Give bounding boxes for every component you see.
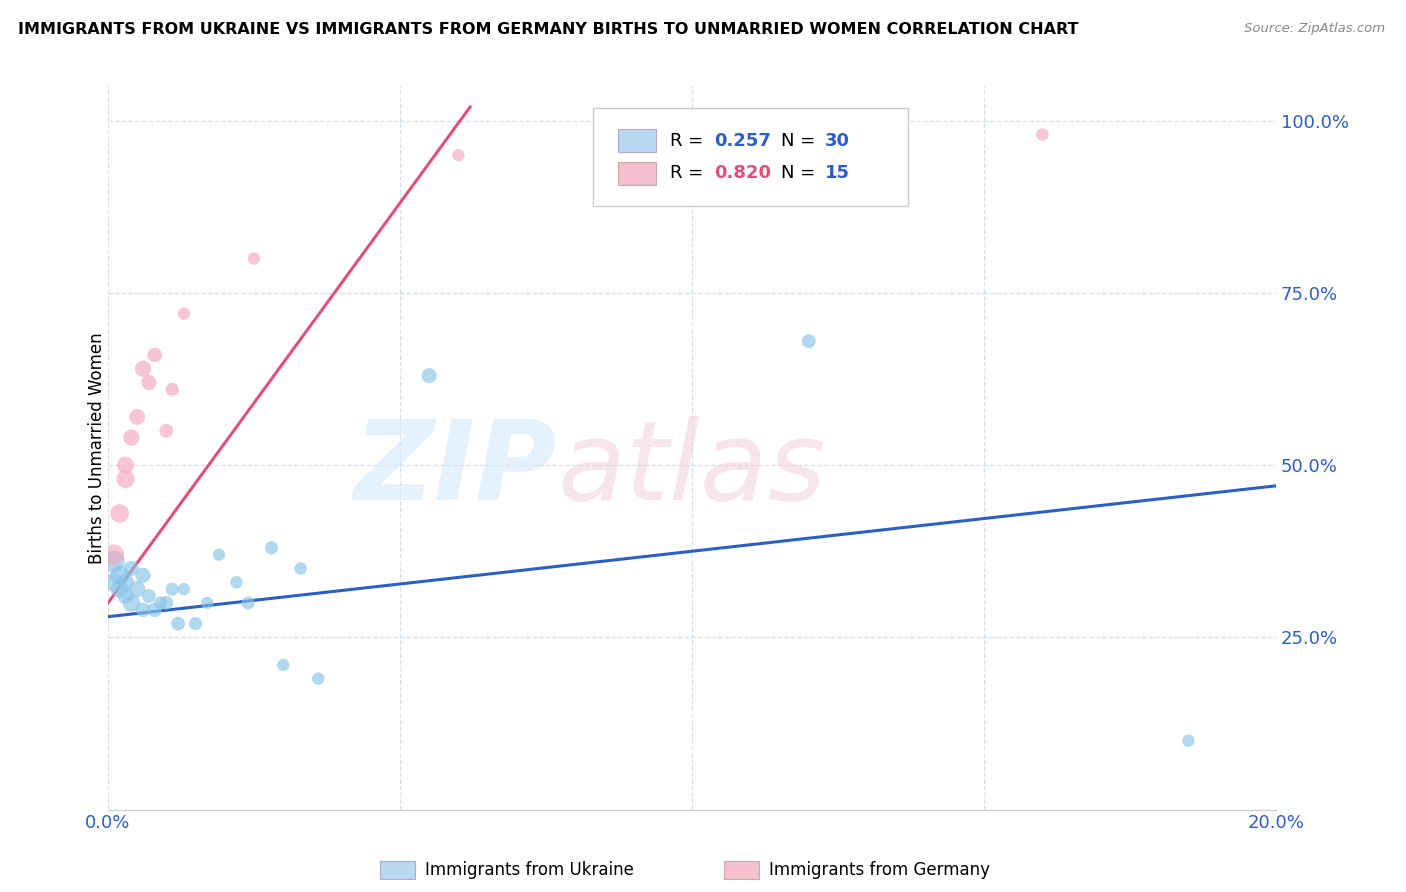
Point xyxy=(114,589,136,603)
Point xyxy=(120,431,142,445)
Point xyxy=(225,575,247,590)
Point xyxy=(173,307,195,321)
Point xyxy=(132,568,155,582)
FancyBboxPatch shape xyxy=(593,108,908,206)
Point xyxy=(155,424,177,438)
Point xyxy=(138,376,160,390)
Point xyxy=(797,334,820,349)
Y-axis label: Births to Unmarried Women: Births to Unmarried Women xyxy=(89,332,105,564)
Point xyxy=(243,252,266,266)
Point xyxy=(114,472,136,486)
Point xyxy=(1031,128,1053,142)
Text: R =: R = xyxy=(669,132,709,150)
Point xyxy=(127,582,149,596)
Point xyxy=(260,541,283,555)
FancyBboxPatch shape xyxy=(619,161,655,185)
Text: 0.820: 0.820 xyxy=(714,164,770,182)
Point xyxy=(167,616,190,631)
Point xyxy=(143,603,166,617)
Text: atlas: atlas xyxy=(558,417,827,523)
Text: Source: ZipAtlas.com: Source: ZipAtlas.com xyxy=(1244,22,1385,36)
Point xyxy=(149,596,172,610)
Point xyxy=(236,596,259,610)
Text: N =: N = xyxy=(780,164,821,182)
Point xyxy=(120,596,142,610)
Point xyxy=(143,348,166,362)
Point xyxy=(108,582,131,596)
Point xyxy=(271,657,294,672)
Text: R =: R = xyxy=(669,164,709,182)
Point xyxy=(184,616,207,631)
Point xyxy=(160,582,183,596)
FancyBboxPatch shape xyxy=(619,129,655,153)
Text: Immigrants from Germany: Immigrants from Germany xyxy=(769,861,990,879)
Point xyxy=(155,596,177,610)
Text: IMMIGRANTS FROM UKRAINE VS IMMIGRANTS FROM GERMANY BIRTHS TO UNMARRIED WOMEN COR: IMMIGRANTS FROM UKRAINE VS IMMIGRANTS FR… xyxy=(18,22,1078,37)
Text: 0.257: 0.257 xyxy=(714,132,770,150)
Point xyxy=(114,458,136,472)
Point xyxy=(108,507,131,521)
Point xyxy=(114,575,136,590)
Point xyxy=(307,672,329,686)
Point xyxy=(290,561,312,575)
Text: Immigrants from Ukraine: Immigrants from Ukraine xyxy=(425,861,634,879)
Point xyxy=(418,368,440,383)
Point xyxy=(108,568,131,582)
Point xyxy=(138,589,160,603)
Point xyxy=(103,575,125,590)
Point xyxy=(160,383,183,397)
Point xyxy=(103,555,125,569)
Point xyxy=(103,548,125,562)
Point xyxy=(120,561,142,575)
Point xyxy=(208,548,231,562)
Text: 30: 30 xyxy=(825,132,851,150)
Point xyxy=(447,148,470,162)
Point xyxy=(173,582,195,596)
Point xyxy=(132,603,155,617)
Text: N =: N = xyxy=(780,132,821,150)
Text: 15: 15 xyxy=(825,164,851,182)
Point xyxy=(127,409,149,424)
Point xyxy=(132,361,155,376)
Text: ZIP: ZIP xyxy=(354,417,558,523)
Point xyxy=(195,596,218,610)
Point xyxy=(1177,733,1199,747)
